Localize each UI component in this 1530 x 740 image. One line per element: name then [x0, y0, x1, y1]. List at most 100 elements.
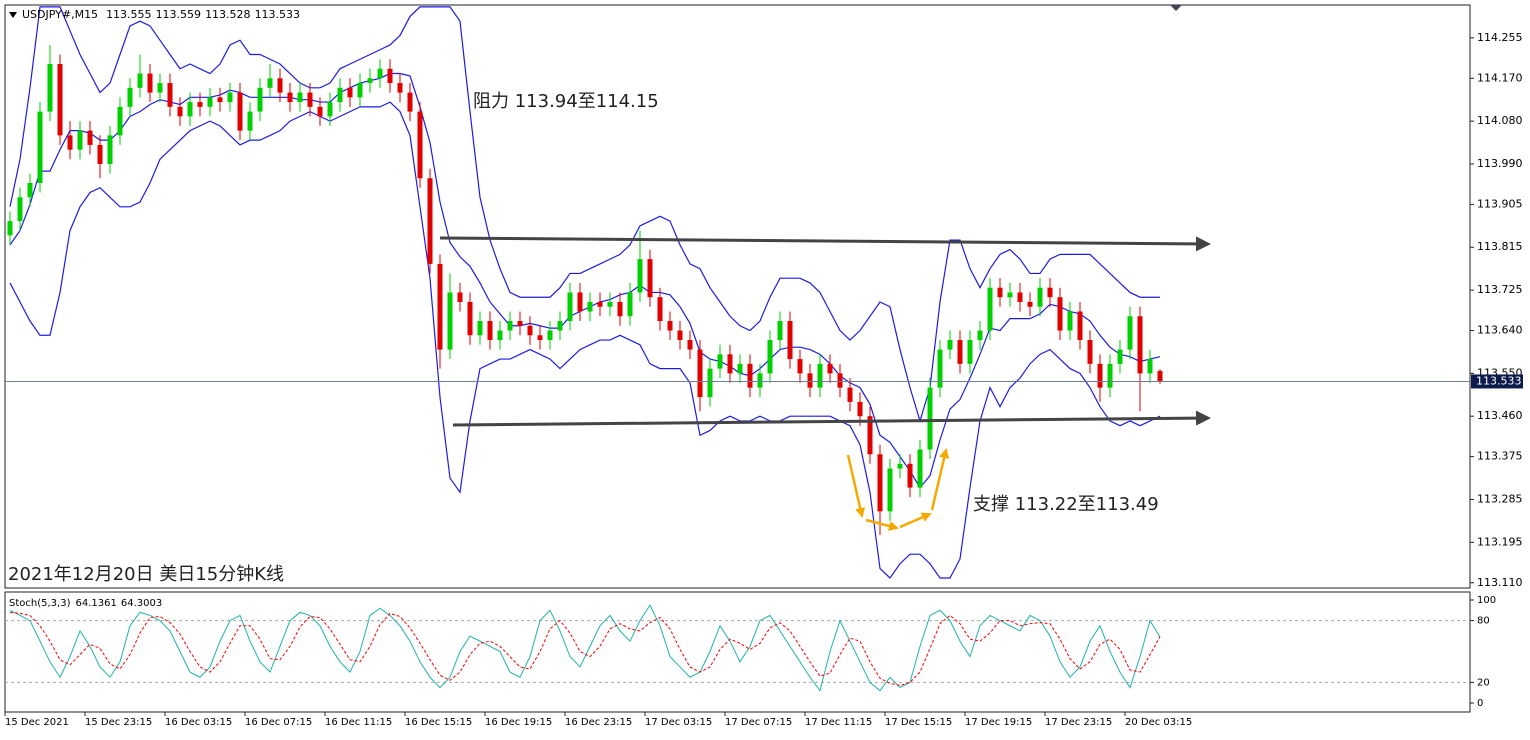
candle-body: [277, 78, 283, 93]
candle-body: [107, 135, 113, 164]
candle-body: [327, 102, 333, 117]
candle-body: [447, 292, 453, 350]
candle-body: [597, 301, 603, 307]
candle-body: [1097, 363, 1103, 388]
candle-body: [437, 263, 443, 350]
candle-body: [857, 401, 863, 417]
candle-body: [1007, 292, 1013, 298]
candle-body: [127, 87, 133, 107]
arrow: [865, 518, 899, 531]
candle-body: [727, 354, 733, 374]
axes: 113.110 113.195 113.285 113.375 113.460 113.5…: [4, 31, 1523, 728]
low-value: 113.528: [205, 8, 251, 21]
candle-body: [827, 363, 833, 374]
x-tick-label: 17 Dec 03:15: [645, 717, 712, 728]
candle-body: [137, 73, 143, 88]
candle-body: [47, 64, 53, 112]
candle-body: [767, 340, 773, 374]
candle-body: [547, 330, 553, 341]
candle-body: [627, 292, 633, 317]
y-tick-label: 100: [1477, 595, 1496, 606]
y-tick-label: 113.285: [1477, 492, 1523, 505]
candle-body: [197, 102, 203, 107]
candle-body: [177, 106, 183, 117]
candle-body: [887, 468, 893, 512]
candle-body: [787, 321, 793, 360]
candle-body: [27, 182, 33, 198]
y-tick-label: 113.375: [1477, 450, 1523, 463]
candle-body: [807, 373, 813, 388]
candle-body: [917, 449, 923, 488]
stoch-line: [9, 604, 1161, 692]
x-tick-label: 17 Dec 19:15: [965, 717, 1032, 728]
candle-body: [1057, 297, 1063, 331]
high-value: 113.559: [156, 8, 202, 21]
x-tick-label: 15 Dec 23:15: [85, 717, 152, 728]
y-tick-label: 113.725: [1477, 283, 1523, 296]
y-tick-label: 114.255: [1477, 31, 1523, 44]
candle-body: [567, 292, 573, 322]
stoch-line: [9, 611, 1161, 687]
candle-body: [477, 321, 483, 336]
main-panel: [4, 4, 1471, 589]
stoch-main-value: 64.1361: [75, 598, 116, 609]
collapse-icon[interactable]: [9, 12, 17, 18]
candle-body: [217, 97, 223, 103]
candle-body: [937, 349, 943, 388]
candle-body: [967, 340, 973, 364]
candle-body: [307, 92, 313, 107]
arrow: [846, 454, 866, 518]
y-tick-label: 113.905: [1477, 197, 1523, 210]
candle-body: [467, 301, 473, 336]
symbol: USDJPY#,M15: [22, 8, 98, 21]
candle-body: [617, 301, 623, 317]
shift-marker: [1170, 5, 1182, 11]
candle-body: [77, 130, 83, 150]
y-tick-label: 113.110: [1477, 576, 1523, 589]
candle-body: [407, 92, 413, 112]
x-tick-label: 16 Dec 07:15: [245, 717, 312, 728]
candle-body: [497, 330, 503, 341]
y-tick-label: 113.990: [1477, 157, 1523, 170]
candle-body: [757, 373, 763, 388]
candle-body: [837, 373, 843, 388]
candle-body: [977, 330, 983, 341]
x-tick-label: 16 Dec 11:15: [325, 717, 392, 728]
candle-body: [537, 335, 543, 341]
candle-body: [377, 68, 383, 79]
y-tick-label: 113.815: [1477, 240, 1523, 253]
candle-body: [1117, 349, 1123, 364]
candle-body: [737, 363, 743, 374]
candle-body: [337, 87, 343, 103]
x-tick-label: 17 Dec 07:15: [725, 717, 792, 728]
candle-body: [267, 78, 273, 88]
candle-body: [1157, 370, 1163, 382]
candle-body: [947, 340, 953, 350]
y-tick-label: 114.170: [1477, 71, 1523, 84]
resistance-line: [439, 236, 1211, 252]
x-tick-label: 16 Dec 03:15: [165, 717, 232, 728]
y-tick-label: 80: [1477, 616, 1490, 627]
candle-body: [697, 349, 703, 398]
y-tick-label: 113.460: [1477, 409, 1523, 422]
support-line: [452, 410, 1211, 427]
candle-body: [287, 92, 293, 103]
candle-body: [877, 454, 883, 512]
candle-body: [37, 111, 43, 183]
stoch-header: Stoch(5,3,3) 64.1361 64.3003: [9, 598, 162, 609]
candle-body: [847, 387, 853, 402]
candle-body: [117, 106, 123, 136]
candle-body: [1137, 316, 1143, 374]
candle-body: [157, 83, 163, 93]
candle-body: [417, 111, 423, 179]
header: USDJPY#,M15 113.555 113.559 113.528 113.533: [22, 8, 300, 21]
candle-body: [67, 135, 73, 150]
candle-body: [897, 463, 903, 469]
candle-body: [1127, 316, 1133, 350]
candle-body: [747, 363, 753, 388]
candle-body: [17, 197, 23, 222]
candle-body: [317, 106, 323, 117]
bollinger-band: [9, 101, 1161, 579]
candle-body: [957, 340, 963, 364]
candle-body: [1067, 311, 1073, 331]
